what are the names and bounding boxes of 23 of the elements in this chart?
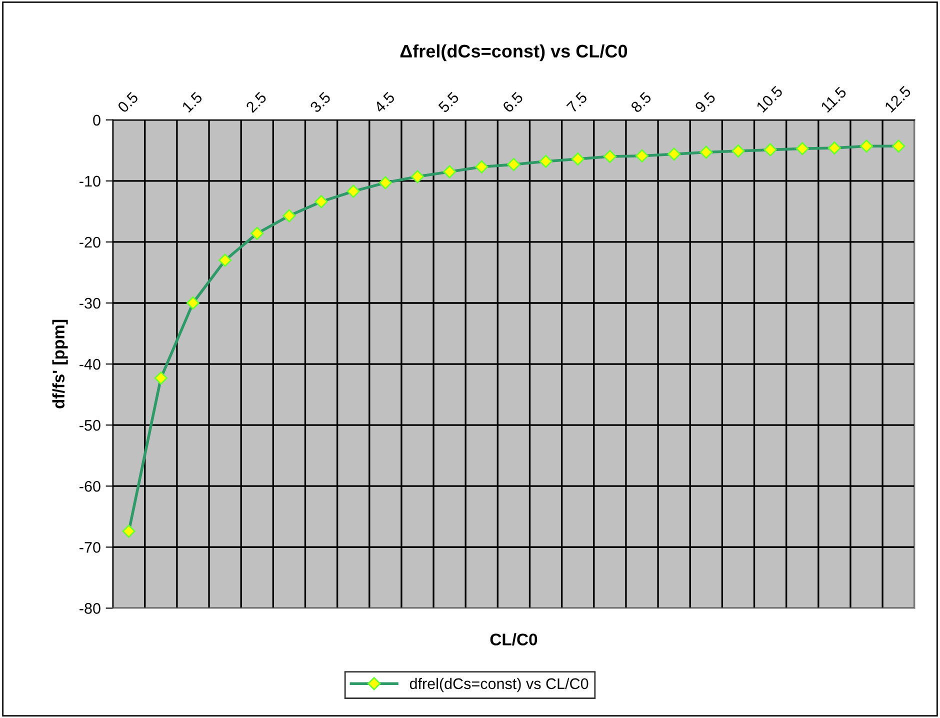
x-tick-label: 3.5 <box>309 91 332 114</box>
legend-label: dfrel(dCs=const) vs CL/C0 <box>410 678 588 692</box>
x-tick-label: 5.5 <box>438 92 460 114</box>
x-tick-label: 8.5 <box>630 91 652 114</box>
y-tick-label: 0 <box>93 114 100 126</box>
y-tick-label: -20 <box>80 236 100 248</box>
y-tick-label: -30 <box>80 298 100 309</box>
x-tick-label: 6.5 <box>502 91 524 114</box>
x-tick-label: 0.5 <box>117 91 139 114</box>
chart-title: Δfrel(dCs=const) vs CL/C0 <box>400 44 628 62</box>
x-axis-title: CL/C0 <box>490 633 538 646</box>
y-tick-label: -50 <box>80 420 100 431</box>
x-tick-label: 2.5 <box>245 91 268 114</box>
y-tick-label: -40 <box>80 358 100 370</box>
x-tick-label: 1.5 <box>182 92 203 113</box>
x-tick-label: 9.5 <box>694 91 716 114</box>
y-tick-label: -10 <box>80 176 100 187</box>
x-tick-label: 7.5 <box>566 92 588 114</box>
y-tick-label: -80 <box>80 603 100 614</box>
y-axis-title: df/fs' [ppm] <box>52 320 68 408</box>
y-tick-label: -70 <box>80 542 100 553</box>
x-tick-label: 4.5 <box>374 92 396 114</box>
y-tick-label: -60 <box>80 480 100 492</box>
